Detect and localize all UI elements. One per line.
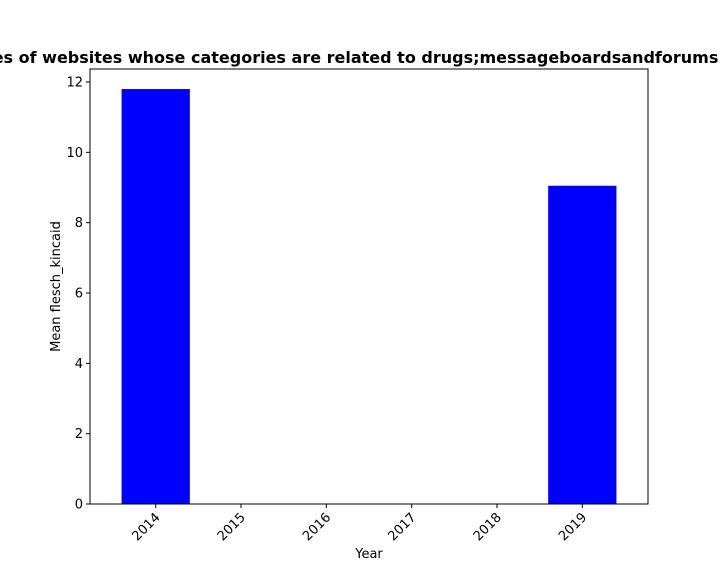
y-tick-label: 12 [66,76,83,91]
y-axis: 0 2 4 6 8 10 12 [66,76,90,513]
y-tick-label: 4 [75,357,83,372]
x-axis-label: Year [354,547,383,562]
bar-2014 [121,89,190,504]
y-tick-label: 0 [75,498,83,513]
y-tick-label: 6 [75,287,83,302]
y-tick-label: 2 [75,427,83,442]
chart-title: Mean flesch_kincaid in privacy policies … [0,48,720,67]
y-axis-label: Mean flesch_kincaid [49,221,64,352]
y-tick-label: 10 [66,146,83,161]
plot-frame [89,68,649,505]
bar-2019 [548,185,617,505]
y-tick-label: 8 [75,216,83,231]
bars-layer [121,89,617,505]
